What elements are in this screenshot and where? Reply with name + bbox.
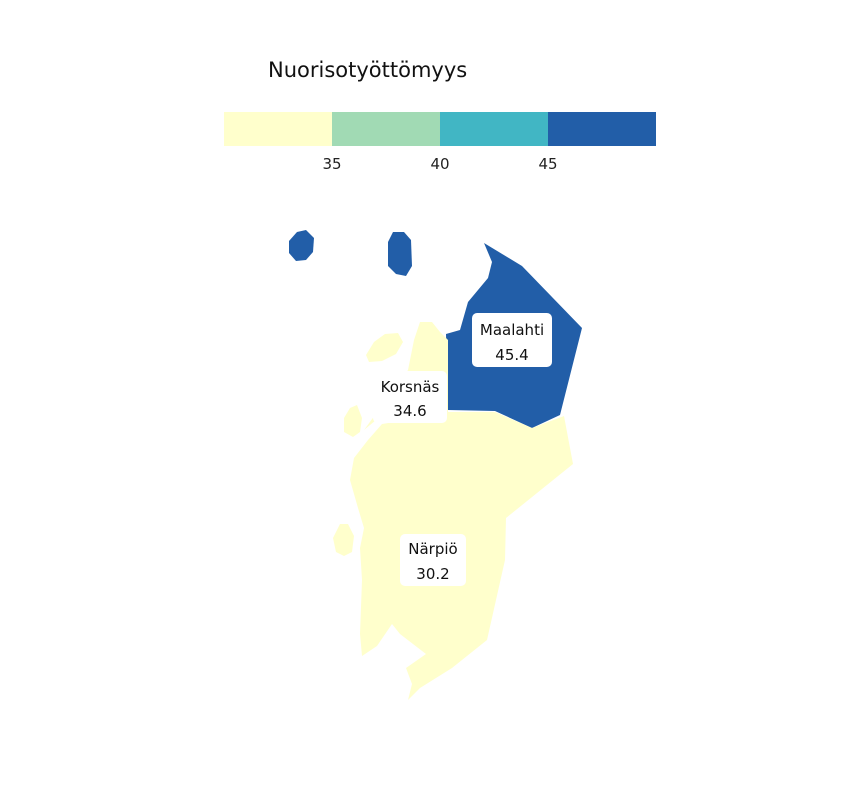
legend-swatch-2 xyxy=(332,112,440,146)
legend-title: Nuorisotyöttömyys xyxy=(268,58,467,82)
label-korsnas: Korsnäs 34.6 xyxy=(373,371,447,423)
legend: Nuorisotyöttömyys 35 40 45 xyxy=(224,58,656,173)
label-name-narpio: Närpiö xyxy=(408,540,457,558)
label-narpio: Närpiö 30.2 xyxy=(400,534,466,586)
label-value-maalahti: 45.4 xyxy=(495,346,528,364)
korsnas-island-south xyxy=(344,405,362,437)
label-box-korsnas xyxy=(373,371,447,423)
label-name-korsnas: Korsnäs xyxy=(381,378,440,396)
legend-tick-40: 40 xyxy=(430,155,449,173)
label-maalahti: Maalahti 45.4 xyxy=(472,313,552,367)
label-value-narpio: 30.2 xyxy=(416,565,449,583)
legend-swatch-3 xyxy=(440,112,548,146)
legend-swatch-1 xyxy=(224,112,332,146)
narpio-island xyxy=(333,524,354,556)
legend-tick-45: 45 xyxy=(538,155,557,173)
maalahti-island-west xyxy=(289,230,314,261)
regions xyxy=(289,230,582,700)
maalahti-island-east xyxy=(388,232,412,276)
label-box-maalahti xyxy=(472,313,552,367)
label-name-maalahti: Maalahti xyxy=(480,321,544,339)
label-value-korsnas: 34.6 xyxy=(393,402,426,420)
labels: Maalahti 45.4 Korsnäs 34.6 Närpiö 30.2 xyxy=(373,313,552,586)
korsnas-island-north xyxy=(366,333,403,362)
label-box-narpio xyxy=(400,534,466,586)
legend-swatch-4 xyxy=(548,112,656,146)
legend-tick-35: 35 xyxy=(322,155,341,173)
